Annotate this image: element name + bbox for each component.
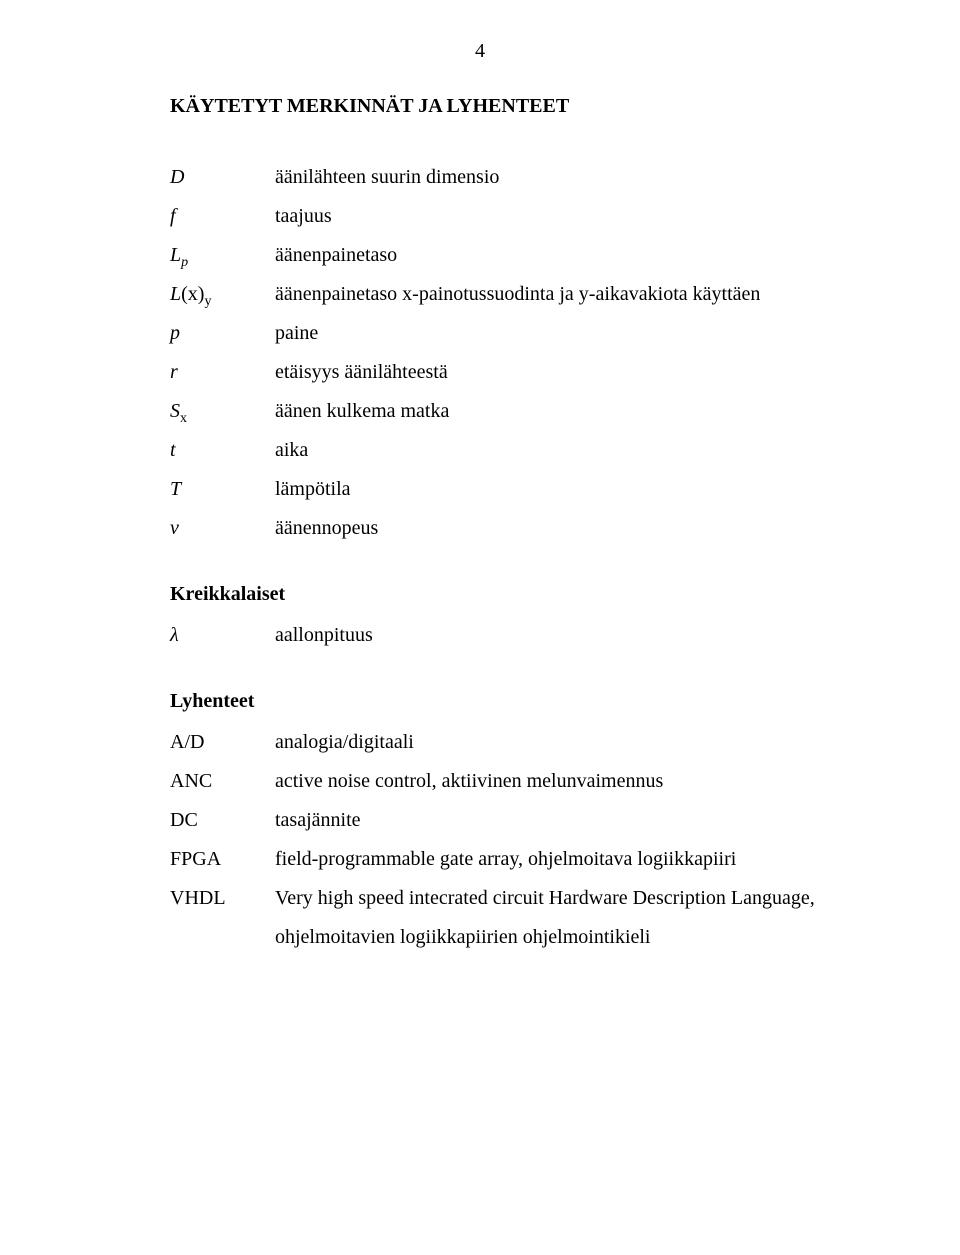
table-row: ppaine — [170, 314, 850, 353]
symbol-cell: Sx — [170, 392, 275, 431]
definition-cell: tasajännite — [275, 801, 850, 840]
definition-cell: paine — [275, 314, 850, 353]
page: 4 KÄYTETYT MERKINNÄT JA LYHENTEET Däänil… — [0, 0, 960, 1255]
definition-cell: active noise control, aktiivinen melunva… — [275, 762, 850, 801]
table-row: A/Danalogia/digitaali — [170, 723, 850, 762]
definition-cell: aallonpituus — [275, 616, 850, 655]
definition-cell: äänennopeus — [275, 509, 850, 548]
symbol-cell: t — [170, 431, 275, 470]
definition-cell: äänen kulkema matka — [275, 392, 850, 431]
symbol-cell: f — [170, 197, 275, 236]
table-row: ANCactive noise control, aktiivinen melu… — [170, 762, 850, 801]
table-row: DCtasajännite — [170, 801, 850, 840]
definition-cell: aika — [275, 431, 850, 470]
greek-table: λaallonpituus — [170, 616, 850, 655]
table-row: L(x)yäänenpainetaso x-painotussuodinta j… — [170, 275, 850, 314]
table-row: ftaajuus — [170, 197, 850, 236]
table-row: VHDLVery high speed intecrated circuit H… — [170, 879, 850, 957]
symbol-cell: p — [170, 314, 275, 353]
greek-heading: Kreikkalaiset — [170, 583, 850, 606]
symbol-cell: DC — [170, 801, 275, 840]
definition-cell: analogia/digitaali — [275, 723, 850, 762]
abbrev-heading: Lyhenteet — [170, 690, 850, 713]
symbols-table: Däänilähteen suurin dimensioftaajuusLpää… — [170, 158, 850, 548]
page-number: 4 — [0, 40, 960, 63]
table-row: λaallonpituus — [170, 616, 850, 655]
page-title: KÄYTETYT MERKINNÄT JA LYHENTEET — [170, 95, 850, 118]
definition-cell: lämpötila — [275, 470, 850, 509]
table-row: retäisyys äänilähteestä — [170, 353, 850, 392]
symbol-cell: VHDL — [170, 879, 275, 957]
table-row: taika — [170, 431, 850, 470]
symbol-cell: v — [170, 509, 275, 548]
table-row: väänennopeus — [170, 509, 850, 548]
table-row: Tlämpötila — [170, 470, 850, 509]
abbrev-table: A/Danalogia/digitaaliANCactive noise con… — [170, 723, 850, 957]
definition-cell: taajuus — [275, 197, 850, 236]
definition-cell: Very high speed intecrated circuit Hardw… — [275, 879, 850, 957]
table-row: Däänilähteen suurin dimensio — [170, 158, 850, 197]
symbol-cell: A/D — [170, 723, 275, 762]
symbol-cell: L(x)y — [170, 275, 275, 314]
symbol-cell: D — [170, 158, 275, 197]
table-row: Sxäänen kulkema matka — [170, 392, 850, 431]
symbol-cell: Lp — [170, 236, 275, 275]
definition-cell: äänenpainetaso x-painotussuodinta ja y-a… — [275, 275, 850, 314]
definition-cell: etäisyys äänilähteestä — [275, 353, 850, 392]
symbol-cell: ANC — [170, 762, 275, 801]
table-row: FPGAfield-programmable gate array, ohjel… — [170, 840, 850, 879]
symbol-cell: T — [170, 470, 275, 509]
symbol-cell: r — [170, 353, 275, 392]
definition-cell: äänenpainetaso — [275, 236, 850, 275]
definition-cell: field-programmable gate array, ohjelmoit… — [275, 840, 850, 879]
table-row: Lpäänenpainetaso — [170, 236, 850, 275]
definition-cell: äänilähteen suurin dimensio — [275, 158, 850, 197]
symbol-cell: FPGA — [170, 840, 275, 879]
symbol-cell: λ — [170, 616, 275, 655]
